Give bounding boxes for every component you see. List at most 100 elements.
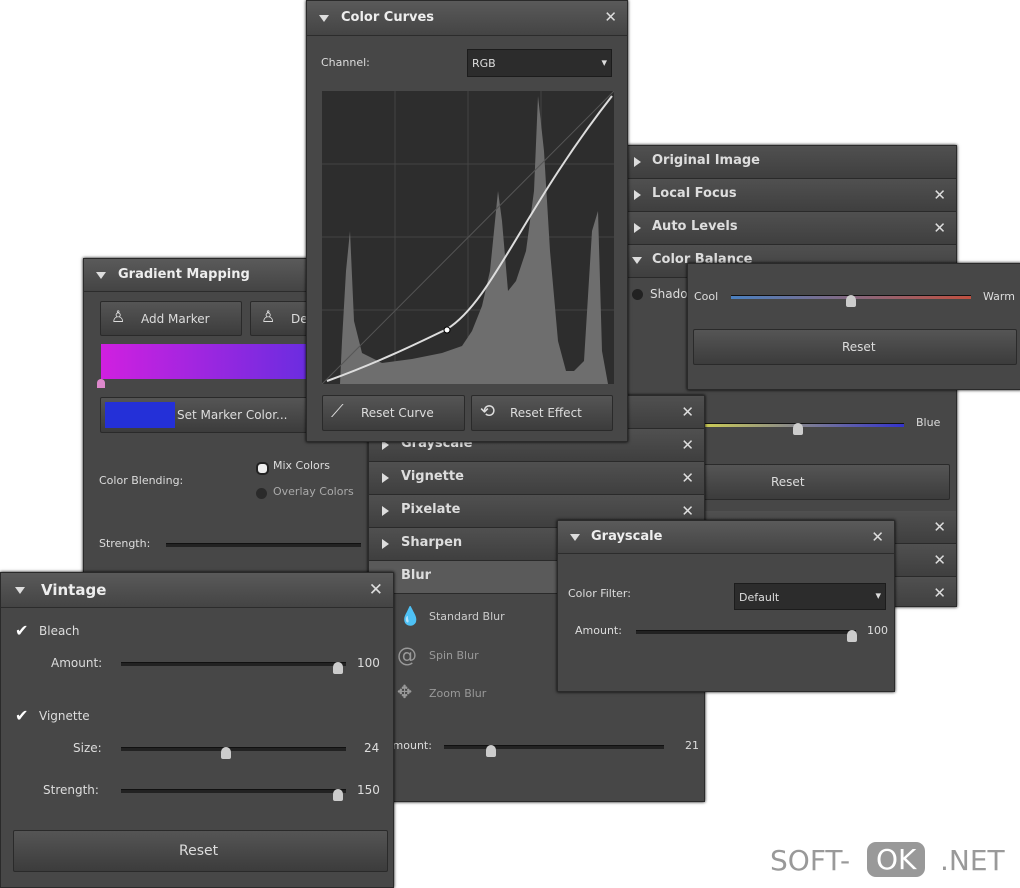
effect-label: Auto Levels (652, 219, 738, 234)
close[interactable]: ✕ (368, 580, 383, 600)
cool-label: Cool (694, 290, 719, 303)
vintage-panel: Vintage ✕ ✔ Bleach Amount: 100 ✔ Vignette… (0, 572, 394, 888)
close[interactable]: ✕ (933, 584, 946, 602)
checkbox[interactable]: ✔ (15, 706, 29, 725)
slider-knob[interactable] (793, 423, 803, 435)
color-curves-panel: Color Curves ✕ Channel: RGB ▾ ⟋ Reset Curve… (306, 0, 628, 442)
gradient-marker[interactable] (97, 379, 105, 388)
close[interactable]: ✕ (604, 8, 617, 26)
button-label: Reset Curve (361, 406, 434, 420)
slider-knob[interactable] (846, 295, 856, 307)
blur-option[interactable]: Spin Blur (429, 649, 479, 662)
slider[interactable] (704, 423, 904, 427)
vignette-label: Vignette (39, 709, 90, 723)
close[interactable]: ✕ (681, 469, 694, 487)
panel-header: Vintage ✕ (1, 573, 393, 608)
effect-row[interactable]: Vignette ✕ (369, 462, 704, 495)
close[interactable]: ✕ (681, 436, 694, 454)
panel-header: Grayscale ✕ (558, 521, 894, 554)
color-filter-value: Default (739, 591, 780, 604)
button-label: Reset (179, 843, 219, 859)
strength-label: Strength: (43, 783, 99, 797)
close[interactable]: ✕ (681, 403, 694, 421)
button-label: Reset (842, 340, 876, 354)
size-label: Size: (73, 741, 102, 755)
overlay-colors-label: Overlay Colors (273, 485, 354, 498)
slider-knob[interactable] (847, 630, 857, 642)
amount-value: 100 (357, 656, 380, 670)
effect-row[interactable]: Auto Levels ✕ (628, 212, 956, 245)
reset-button[interactable]: Reset (693, 329, 1017, 365)
effect-label: Vignette (401, 469, 464, 484)
channel-label: Channel: (321, 56, 370, 69)
color-filter-dropdown[interactable]: Default ▾ (734, 583, 886, 610)
color-blending-label: Color Blending: (99, 474, 184, 487)
button-label: Set Marker Color... (177, 408, 288, 422)
watermark-text: .NET (940, 844, 1005, 877)
slider[interactable] (166, 543, 361, 547)
slider[interactable] (444, 745, 664, 749)
panel-title: Grayscale (591, 529, 663, 544)
slider[interactable] (121, 747, 346, 751)
close[interactable]: ✕ (933, 219, 946, 237)
curve-graph[interactable] (322, 91, 614, 384)
reset-curve-button[interactable]: ⟋ Reset Curve (322, 395, 465, 431)
reset-button[interactable]: Reset (688, 464, 950, 500)
size-value: 24 (364, 741, 380, 755)
blue-label: Blue (916, 416, 941, 429)
panel-title: Vintage (41, 581, 107, 599)
amount-value: 21 (685, 739, 699, 752)
channel-value: RGB (472, 57, 496, 70)
bleach-label: Bleach (39, 624, 80, 638)
effect-label: Blur (401, 568, 432, 583)
slider-knob[interactable] (221, 747, 231, 759)
reset-button[interactable]: Reset (13, 830, 388, 872)
blur-option[interactable]: Standard Blur (429, 610, 505, 623)
mix-colors-label: Mix Colors (273, 459, 331, 472)
radio[interactable] (256, 462, 269, 475)
add-marker-button[interactable]: ♙ Add Marker (100, 301, 242, 336)
reset-effect-button[interactable]: ⟲ Reset Effect (471, 395, 613, 431)
panel-title: Color Curves (341, 10, 435, 25)
effect-label: Original Image (652, 153, 760, 168)
slider[interactable] (121, 662, 346, 666)
amount-label: Amount: (385, 739, 432, 752)
panel-title: Gradient Mapping (118, 267, 250, 282)
color-filter-label: Color Filter: (568, 587, 631, 600)
slider-knob[interactable] (333, 789, 343, 801)
effect-label: Sharpen (401, 535, 463, 550)
color-balance-panel: Cool Warm Reset (687, 263, 1020, 390)
strength-label: Strength: (99, 537, 151, 550)
channel-dropdown[interactable]: RGB ▾ (467, 49, 612, 77)
slider-knob[interactable] (333, 662, 343, 674)
close[interactable]: ✕ (933, 186, 946, 204)
effect-row[interactable]: Original Image (628, 146, 956, 179)
watermark-text: SOFT- (770, 844, 851, 877)
radio[interactable] (632, 289, 643, 300)
warm-label: Warm (983, 290, 1015, 303)
panel-header: Color Curves ✕ (307, 1, 627, 36)
grayscale-panel: Grayscale ✕ Color Filter: Default ▾ Amount… (557, 520, 895, 692)
radio[interactable] (256, 488, 267, 499)
close[interactable]: ✕ (933, 551, 946, 569)
blur-option[interactable]: Zoom Blur (429, 687, 487, 700)
checkbox[interactable]: ✔ (15, 621, 29, 640)
watermark-box: OK (867, 842, 926, 877)
slider[interactable] (121, 789, 346, 793)
effect-row[interactable]: Local Focus ✕ (628, 179, 956, 212)
button-label: Reset (771, 475, 805, 489)
amount-label: Amount: (51, 656, 103, 670)
amount-label: Amount: (575, 624, 622, 637)
button-label: Add Marker (141, 312, 210, 326)
close[interactable]: ✕ (933, 518, 946, 536)
slider-knob[interactable] (486, 745, 496, 757)
close[interactable]: ✕ (871, 528, 884, 546)
effect-label: Local Focus (652, 186, 737, 201)
effect-label: Pixelate (401, 502, 461, 517)
button-label: Reset Effect (510, 406, 582, 420)
slider[interactable] (636, 630, 856, 634)
strength-value: 150 (357, 783, 380, 797)
close[interactable]: ✕ (681, 502, 694, 520)
amount-value: 100 (867, 624, 888, 637)
